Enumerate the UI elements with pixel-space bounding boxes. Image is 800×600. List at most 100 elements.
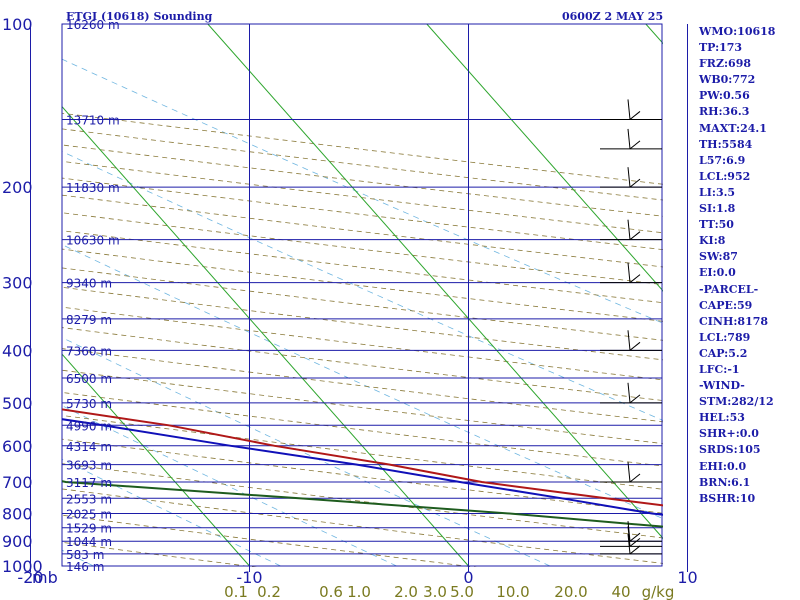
dry-adiabat-line bbox=[62, 463, 663, 539]
height-label: 3693 m bbox=[66, 459, 112, 473]
isotherms bbox=[62, 24, 663, 567]
wind-barbs bbox=[600, 99, 662, 555]
dry-adiabat-line bbox=[62, 267, 663, 341]
wind-barb bbox=[627, 533, 631, 554]
height-label: 5730 m bbox=[66, 397, 112, 411]
dry-adiabat-line bbox=[62, 160, 663, 234]
parcel-trace bbox=[62, 418, 663, 516]
dry-adiabat-line bbox=[62, 112, 663, 185]
isotherm-line bbox=[62, 353, 250, 567]
height-label: 6500 m bbox=[66, 372, 112, 386]
dry-adiabat-line bbox=[62, 327, 663, 401]
mixing-ratio-line bbox=[62, 458, 281, 567]
parameter-item: SHR+:0.0 bbox=[699, 427, 759, 441]
height-label: 2553 m bbox=[66, 492, 112, 506]
mixing-ratio-label: 10.0 bbox=[496, 583, 529, 600]
dry-adiabat-line bbox=[62, 392, 663, 467]
height-label: 10630 m bbox=[66, 234, 120, 248]
pressure-tick-label: 400 bbox=[2, 341, 33, 360]
parameter-item: LCL:789 bbox=[699, 330, 751, 344]
height-label: 1044 m bbox=[66, 535, 112, 549]
parameter-item: SW:87 bbox=[699, 250, 738, 264]
parameter-item: EHI:0.0 bbox=[699, 459, 747, 473]
mixing-ratio-label: 5.0 bbox=[450, 583, 474, 600]
wind-barb-flag bbox=[629, 473, 641, 483]
parameter-item: SRDS:105 bbox=[699, 443, 761, 457]
parameter-item: FRZ:698 bbox=[699, 57, 752, 71]
dry-adiabat-line bbox=[62, 286, 663, 361]
parameter-item: CAP:5.2 bbox=[699, 346, 748, 360]
dry-adiabat-line bbox=[62, 369, 663, 445]
parameter-item: HEL:53 bbox=[699, 411, 745, 425]
parameter-item: PW:0.56 bbox=[699, 89, 750, 103]
height-label: 13710 m bbox=[66, 113, 120, 127]
dry-adiabat-line bbox=[62, 438, 663, 514]
temperature-tick-label: 10 bbox=[677, 568, 697, 587]
pressure-tick-label: 600 bbox=[2, 437, 33, 456]
pressure-tick-label: 800 bbox=[2, 504, 33, 523]
wind-barb bbox=[627, 330, 631, 351]
mixing-ratio-label: 3.0 bbox=[423, 583, 447, 600]
parameter-item: LCL:952 bbox=[699, 169, 751, 183]
parameter-item: CINH:8178 bbox=[699, 314, 769, 328]
mixing-ratio-line bbox=[62, 151, 663, 421]
parameter-item: SI:1.8 bbox=[699, 202, 736, 216]
height-label: 8279 m bbox=[66, 313, 112, 327]
isotherm-line bbox=[207, 24, 663, 540]
parameter-item: KI:8 bbox=[699, 234, 726, 248]
temperature-tick-label: -10 bbox=[236, 568, 262, 587]
pressure-tick-label: 200 bbox=[2, 178, 33, 197]
mixing-ratio-label: 40 bbox=[611, 583, 630, 600]
dry-adiabat-line bbox=[62, 194, 663, 268]
wind-barb bbox=[627, 262, 631, 283]
chart-title: ETGI (10618) Sounding bbox=[66, 10, 213, 23]
dry-adiabat-line bbox=[62, 230, 663, 304]
height-label: 4990 m bbox=[66, 419, 112, 433]
mixing-ratio-label: g/kg bbox=[642, 583, 675, 600]
pressure-unit-label: mb bbox=[32, 568, 58, 587]
mixing-ratio-label: 1.0 bbox=[347, 583, 371, 600]
parameter-item: MAXT:24.1 bbox=[699, 121, 767, 135]
wind-barb bbox=[627, 167, 631, 188]
mixing-ratio-lines bbox=[62, 58, 663, 567]
dry-adiabat-line bbox=[62, 212, 663, 285]
isotherm-line bbox=[62, 105, 469, 567]
sounding-traces bbox=[62, 408, 663, 528]
parameter-item: TT:50 bbox=[699, 218, 734, 232]
dry-adiabat-line bbox=[62, 306, 663, 381]
pressure-tick-label: 500 bbox=[2, 394, 33, 413]
temperature-trace bbox=[62, 408, 663, 507]
dewpoint-trace bbox=[62, 480, 663, 528]
parameter-item: WMO:10618 bbox=[699, 25, 776, 38]
pressure-tick-label: 1000 bbox=[2, 557, 43, 576]
height-label: 146 m bbox=[66, 560, 104, 574]
stability-parameters-list: WMO:10618 TP:173 FRZ:698 WB0:772 PW:0.56 RH:3… bbox=[699, 24, 799, 507]
parameter-item: -PARCEL- bbox=[699, 282, 759, 296]
wind-barb bbox=[627, 382, 631, 403]
mixing-ratio-label: 0.2 bbox=[257, 583, 281, 600]
wind-barb-flag bbox=[629, 394, 641, 404]
pressure-tick-label: 700 bbox=[2, 473, 33, 492]
wind-barb bbox=[627, 521, 631, 542]
plot-frame bbox=[61, 23, 663, 567]
wind-barb-flag bbox=[629, 274, 641, 283]
dry-adiabat-line bbox=[62, 488, 663, 564]
dry-adiabat-line bbox=[62, 144, 663, 217]
parameter-item: RH:36.3 bbox=[699, 105, 750, 119]
height-label: 3117 m bbox=[66, 476, 112, 490]
wind-barb-flag bbox=[629, 111, 641, 120]
wind-barb-flag bbox=[629, 341, 641, 351]
parameter-item: BRN:6.1 bbox=[699, 475, 751, 489]
parameter-item: -WIND- bbox=[699, 379, 745, 393]
pressure-grid bbox=[30, 23, 688, 572]
parameter-item: CAPE:59 bbox=[699, 298, 753, 312]
dry-adiabat-line bbox=[62, 128, 663, 201]
parameter-item: TP:173 bbox=[699, 41, 743, 55]
temperature-tick-label: 0 bbox=[463, 568, 473, 587]
height-label: 7360 m bbox=[66, 344, 112, 358]
mixing-ratio-label: 2.0 bbox=[394, 583, 418, 600]
mixing-ratio-line bbox=[62, 405, 397, 567]
height-label: 583 m bbox=[66, 548, 104, 562]
